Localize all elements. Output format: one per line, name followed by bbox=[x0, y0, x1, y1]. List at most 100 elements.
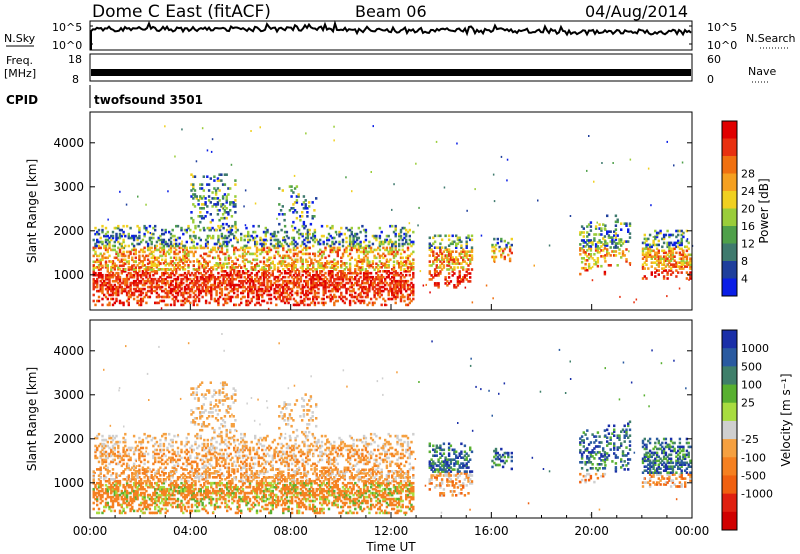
range-cell bbox=[197, 479, 201, 483]
range-cell bbox=[118, 228, 122, 232]
range-cell bbox=[143, 491, 146, 495]
range-cell bbox=[368, 283, 371, 287]
range-cell bbox=[97, 511, 101, 515]
range-cell bbox=[210, 277, 213, 281]
range-cell bbox=[171, 497, 174, 501]
range-cell bbox=[410, 299, 413, 303]
range-cell bbox=[208, 491, 211, 495]
range-cell bbox=[148, 285, 152, 289]
range-cell bbox=[435, 260, 438, 263]
range-cell bbox=[289, 279, 292, 283]
range-cell bbox=[243, 262, 246, 266]
range-cell bbox=[373, 268, 376, 271]
range-cell bbox=[101, 258, 104, 262]
range-cell bbox=[371, 277, 375, 281]
range-cell bbox=[185, 493, 188, 497]
range-cell bbox=[317, 301, 320, 305]
range-cell bbox=[215, 505, 218, 509]
range-cell bbox=[129, 236, 132, 240]
range-cell bbox=[99, 285, 102, 289]
range-cell bbox=[334, 285, 338, 289]
range-cell bbox=[322, 279, 325, 283]
range-cell bbox=[278, 222, 281, 226]
range-cell bbox=[143, 226, 146, 230]
range-cell bbox=[250, 275, 253, 279]
range-cell bbox=[238, 248, 241, 252]
range-cell bbox=[290, 268, 294, 271]
range-cell bbox=[654, 257, 657, 260]
range-cell bbox=[377, 277, 380, 281]
range-cell bbox=[331, 270, 334, 273]
range-cell bbox=[587, 247, 591, 250]
range-cell bbox=[247, 234, 250, 238]
range-cell bbox=[229, 270, 232, 273]
range-cell bbox=[319, 264, 322, 268]
range-cell bbox=[227, 297, 231, 301]
range-cell bbox=[684, 245, 687, 249]
range-cell bbox=[157, 277, 160, 281]
range-cell bbox=[345, 250, 348, 254]
range-cell bbox=[391, 240, 394, 244]
range-cell bbox=[375, 287, 378, 291]
range-cell bbox=[303, 226, 306, 230]
range-cell bbox=[157, 236, 160, 240]
range-cell bbox=[145, 275, 148, 279]
range-cell bbox=[281, 189, 284, 192]
range-cell bbox=[138, 487, 141, 491]
range-cell bbox=[169, 250, 173, 254]
range-cell bbox=[201, 485, 204, 489]
range-cell bbox=[154, 511, 157, 515]
range-cell bbox=[278, 289, 281, 293]
range-cell bbox=[384, 283, 387, 287]
range-cell bbox=[650, 249, 653, 253]
range-cell bbox=[593, 259, 596, 262]
range-cell bbox=[620, 238, 623, 241]
range-cell bbox=[375, 248, 378, 252]
range-cell bbox=[675, 275, 678, 278]
range-cell bbox=[185, 501, 188, 505]
range-cell bbox=[685, 271, 689, 274]
range-cell bbox=[322, 264, 325, 268]
range-cell bbox=[148, 275, 152, 279]
range-cell bbox=[204, 476, 208, 479]
range-cell bbox=[164, 260, 166, 263]
range-cell bbox=[322, 293, 325, 297]
range-cell bbox=[338, 287, 341, 291]
range-cell bbox=[340, 297, 343, 301]
range-cell bbox=[586, 259, 589, 262]
range-cell bbox=[664, 233, 668, 237]
range-cell bbox=[283, 254, 287, 258]
range-cell bbox=[211, 218, 214, 222]
range-cell bbox=[308, 273, 311, 277]
range-cell bbox=[662, 259, 666, 262]
range-cell bbox=[465, 250, 468, 253]
range-cell bbox=[231, 279, 234, 283]
range-cell bbox=[215, 483, 218, 487]
range-cell bbox=[273, 287, 276, 291]
range-cell bbox=[215, 497, 218, 501]
range-cell bbox=[118, 234, 122, 238]
range-cell bbox=[668, 249, 671, 253]
range-cell bbox=[162, 503, 166, 507]
range-cell bbox=[405, 228, 408, 232]
range-cell bbox=[470, 234, 474, 238]
range-cell bbox=[152, 491, 155, 495]
range-cell bbox=[408, 242, 411, 246]
range-cell bbox=[465, 240, 468, 244]
range-cell bbox=[143, 271, 146, 275]
range-cell bbox=[203, 281, 206, 285]
range-cell bbox=[620, 228, 623, 231]
range-cell bbox=[209, 177, 212, 180]
range-cell bbox=[99, 493, 102, 497]
range-cell bbox=[359, 295, 362, 299]
range-cell bbox=[171, 493, 174, 497]
noise-sky-trace bbox=[90, 19, 692, 50]
range-cell bbox=[294, 244, 297, 248]
range-cell bbox=[213, 248, 217, 252]
range-cell bbox=[213, 179, 216, 182]
range-cell bbox=[405, 264, 408, 267]
range-cell bbox=[292, 268, 296, 271]
range-cell bbox=[664, 251, 668, 255]
range-cell bbox=[215, 268, 218, 271]
range-cell bbox=[143, 503, 146, 507]
